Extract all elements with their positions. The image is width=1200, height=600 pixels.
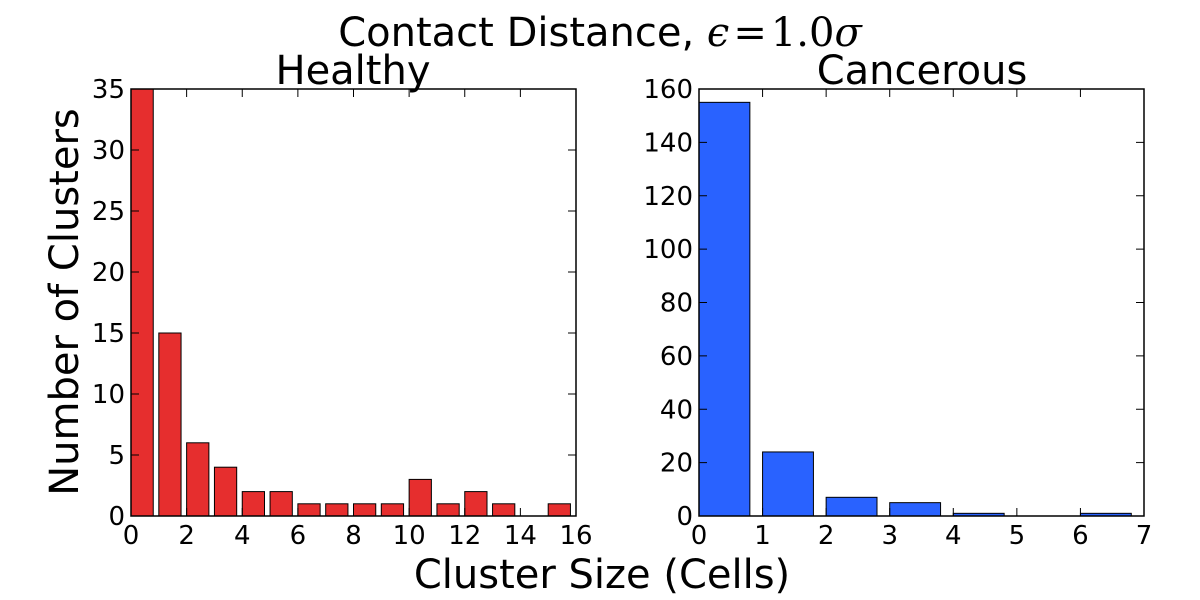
cancerous-ytick-label-160: 160 — [643, 75, 693, 105]
healthy-xtick-label-4: 4 — [234, 521, 251, 551]
healthy-ytick-label-5: 5 — [108, 441, 125, 471]
healthy-plot-frame — [130, 88, 577, 517]
cancerous-ytick-label-80: 80 — [660, 289, 693, 319]
healthy-xtick-label-8: 8 — [345, 521, 362, 551]
healthy-bar-3 — [213, 466, 238, 517]
cancerous-ytick-label-0: 0 — [676, 502, 693, 532]
healthy-bar-0 — [130, 88, 154, 517]
cancerous-ytick-label-20: 20 — [660, 449, 693, 479]
suptitle-sigma: σ — [834, 10, 863, 56]
cancerous-bar-3 — [889, 502, 942, 517]
healthy-bar-6 — [297, 503, 321, 517]
healthy-panel-title: Healthy — [275, 48, 430, 94]
cancerous-plot-frame — [698, 88, 1145, 517]
healthy-ytick-label-30: 30 — [92, 136, 125, 166]
healthy-bar-15 — [547, 503, 571, 517]
healthy-bar-10 — [408, 478, 432, 517]
suptitle-equals: = — [733, 10, 767, 56]
healthy-bar-12 — [464, 491, 488, 517]
healthy-bars — [130, 88, 571, 517]
cancerous-xtick-label-3: 3 — [881, 521, 898, 551]
healthy-xtick-label-0: 0 — [123, 521, 140, 551]
healthy-bar-2 — [186, 442, 210, 517]
cancerous-bar-2 — [825, 496, 878, 517]
cancerous-ticks: 0 1 2 3 4 5 6 7 0 20 40 60 80 100 120 140 160 — [643, 75, 1152, 551]
cancerous-bar-0 — [698, 101, 751, 517]
cancerous-xtick-label-6: 6 — [1072, 521, 1089, 551]
healthy-xtick-label-6: 6 — [290, 521, 307, 551]
healthy-ytick-label-35: 35 — [92, 75, 125, 105]
cancerous-xtick-label-7: 7 — [1136, 521, 1153, 551]
cancerous-xtick-label-4: 4 — [945, 521, 962, 551]
healthy-bar-1 — [158, 332, 182, 517]
healthy-xtick-label-2: 2 — [178, 521, 195, 551]
healthy-bar-8 — [353, 503, 377, 517]
figure-suptitle: Contact Distance, ϵ = 1.0σ — [338, 10, 863, 56]
healthy-panel: Healthy 0 2 4 6 8 10 12 14 16 0 5 10 15 20 25 30 35 — [92, 48, 593, 551]
healthy-ytick-label-15: 15 — [92, 319, 125, 349]
healthy-ytick-label-10: 10 — [92, 380, 125, 410]
cancerous-xtick-label-5: 5 — [1009, 521, 1026, 551]
cancerous-xtick-label-0: 0 — [691, 521, 708, 551]
healthy-xtick-label-14: 14 — [504, 521, 537, 551]
cancerous-xtick-label-2: 2 — [818, 521, 835, 551]
healthy-bar-4 — [241, 491, 265, 517]
healthy-bar-11 — [436, 503, 460, 517]
cancerous-panel: Cancerous 0 1 2 3 4 5 6 7 0 20 40 60 80 100 120 140 160 — [643, 48, 1152, 551]
healthy-ytick-label-25: 25 — [92, 197, 125, 227]
cancerous-ytick-label-40: 40 — [660, 395, 693, 425]
healthy-xtick-label-10: 10 — [393, 521, 426, 551]
healthy-bar-7 — [325, 503, 349, 517]
cancerous-ytick-label-120: 120 — [643, 182, 693, 212]
x-axis-label: Cluster Size (Cells) — [414, 552, 790, 598]
cancerous-xtick-label-1: 1 — [754, 521, 771, 551]
cancerous-bar-1 — [762, 451, 814, 517]
healthy-ticks: 0 2 4 6 8 10 12 14 16 0 5 10 15 20 25 30 35 — [92, 75, 593, 551]
healthy-ytick-label-0: 0 — [108, 502, 125, 532]
cancerous-ytick-label-140: 140 — [643, 128, 693, 158]
healthy-ytick-label-20: 20 — [92, 258, 125, 288]
healthy-bar-13 — [492, 503, 516, 517]
cancerous-panel-title: Cancerous — [817, 48, 1028, 94]
suptitle-value: 1.0 — [771, 10, 835, 56]
cancerous-ytick-label-60: 60 — [660, 342, 693, 372]
suptitle-text: Contact Distance, — [338, 10, 707, 56]
healthy-bar-5 — [269, 491, 293, 517]
healthy-xtick-label-16: 16 — [559, 521, 592, 551]
cancerous-ytick-label-100: 100 — [643, 235, 693, 265]
y-axis-label: Number of Clusters — [42, 108, 88, 495]
suptitle-epsilon: ϵ — [707, 10, 729, 56]
healthy-bar-9 — [380, 503, 405, 517]
healthy-xtick-label-12: 12 — [448, 521, 481, 551]
